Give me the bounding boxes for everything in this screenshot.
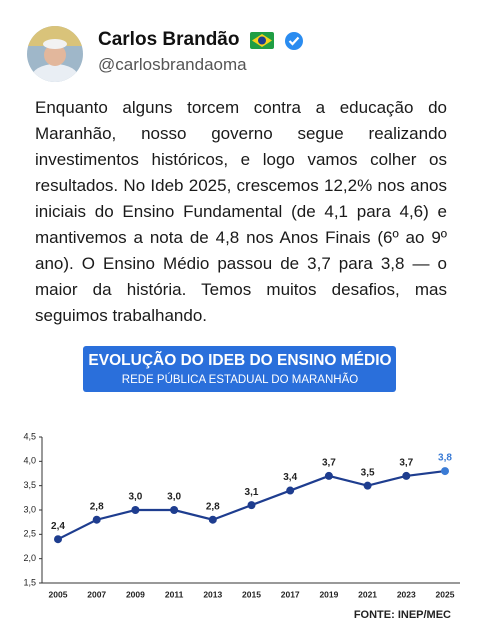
value-label: 3,4 — [283, 472, 297, 483]
value-label: 2,8 — [90, 501, 104, 512]
value-label: 3,8 — [438, 453, 452, 464]
x-tick-label: 2013 — [203, 589, 222, 599]
data-point — [247, 501, 256, 510]
value-label: 2,8 — [206, 501, 220, 512]
value-label: 3,1 — [245, 487, 259, 498]
data-point — [402, 471, 411, 480]
author-name[interactable]: Carlos Brandão — [98, 29, 240, 50]
y-tick-label: 4,0 — [23, 456, 36, 466]
data-point — [208, 515, 217, 524]
y-tick-label: 2,0 — [23, 553, 36, 563]
data-point — [54, 535, 62, 544]
data-point — [92, 515, 101, 524]
data-point — [286, 486, 295, 495]
flag-icon — [250, 32, 274, 49]
y-tick-label: 1,5 — [23, 577, 36, 587]
avatar[interactable] — [27, 26, 83, 90]
value-label: 3,7 — [399, 458, 413, 469]
value-label: 3,0 — [167, 492, 181, 503]
x-tick-label: 2007 — [87, 589, 106, 599]
x-tick-label: 2021 — [358, 589, 377, 599]
post-text: Enquanto alguns torcem contra a educação… — [35, 98, 447, 325]
source-note: FONTE: INEP/MEC — [354, 609, 451, 621]
x-tick-label: 2019 — [319, 589, 338, 599]
author-handle[interactable]: @carlosbrandaoma — [98, 55, 247, 74]
x-tick-label: 2025 — [436, 589, 455, 599]
x-tick-label: 2023 — [397, 589, 416, 599]
y-tick-label: 3,5 — [23, 480, 36, 490]
data-point — [363, 481, 372, 490]
header-graphics — [27, 26, 303, 90]
data-point — [441, 467, 449, 476]
value-label: 2,4 — [51, 521, 65, 532]
chart: EVOLUÇÃO DO IDEB DO ENSINO MÉDIO REDE PÚ… — [23, 346, 460, 621]
data-point — [131, 506, 140, 514]
x-tick-label: 2015 — [242, 589, 261, 599]
y-tick-label: 4,5 — [23, 431, 36, 441]
x-tick-label: 2011 — [165, 589, 184, 599]
chart-title: EVOLUÇÃO DO IDEB DO ENSINO MÉDIO — [88, 351, 391, 369]
x-tick-label: 2017 — [281, 589, 300, 599]
value-label: 3,7 — [322, 458, 336, 469]
y-tick-label: 2,5 — [23, 529, 36, 539]
data-point — [324, 471, 333, 480]
data-point — [170, 506, 179, 514]
x-tick-label: 2005 — [49, 589, 68, 599]
chart-subtitle: REDE PÚBLICA ESTADUAL DO MARANHÃO — [122, 373, 358, 386]
value-label: 3,5 — [361, 467, 375, 478]
value-label: 3,0 — [128, 492, 142, 503]
title-banner — [83, 346, 396, 392]
y-tick-label: 3,0 — [23, 504, 36, 514]
x-tick-label: 2009 — [126, 589, 145, 599]
verified-badge — [285, 32, 303, 50]
